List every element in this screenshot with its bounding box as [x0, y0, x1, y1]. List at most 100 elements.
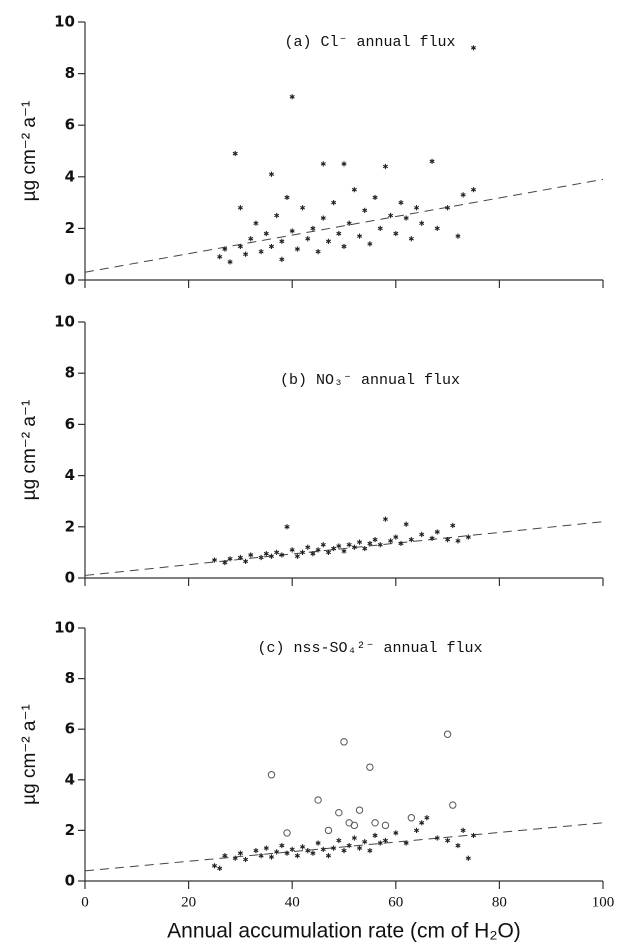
point — [237, 850, 243, 856]
point — [377, 840, 383, 846]
point — [382, 163, 388, 170]
point — [419, 531, 425, 538]
point — [341, 243, 347, 250]
point — [434, 225, 440, 231]
point — [248, 552, 254, 558]
point — [237, 554, 243, 561]
point — [243, 856, 249, 863]
point — [335, 808, 343, 817]
y-tick-label: 2 — [65, 821, 75, 839]
point — [279, 842, 285, 849]
x-tick-label: 80 — [492, 894, 507, 910]
point — [340, 738, 348, 746]
point — [305, 544, 311, 550]
point — [449, 801, 457, 809]
point — [403, 840, 409, 846]
point — [289, 846, 295, 852]
point — [336, 837, 342, 844]
point — [294, 853, 300, 859]
point — [320, 846, 326, 852]
point — [300, 844, 306, 850]
point — [372, 194, 378, 201]
trend-line — [84, 178, 604, 273]
point — [310, 225, 316, 231]
y-tick-label: 0 — [65, 872, 75, 890]
point — [284, 850, 290, 856]
point — [331, 545, 337, 552]
point — [455, 842, 461, 849]
y-tick-label: 2 — [65, 517, 75, 535]
point — [429, 535, 435, 541]
x-tick-label: 60 — [388, 894, 403, 910]
point — [398, 540, 404, 547]
point — [362, 545, 368, 552]
point — [284, 194, 290, 201]
y-axis-label: µg cm⁻² a⁻¹ — [19, 704, 40, 805]
point — [232, 150, 238, 157]
point — [305, 236, 311, 242]
trend-line — [84, 822, 604, 872]
point — [227, 259, 233, 265]
point — [445, 205, 451, 211]
panel-title: (b) NO₃⁻ annual flux — [280, 372, 460, 389]
point — [320, 542, 326, 548]
point — [455, 233, 461, 239]
point — [315, 547, 321, 553]
point — [314, 796, 322, 804]
point — [300, 205, 306, 211]
point — [289, 94, 295, 100]
point — [274, 549, 280, 555]
point — [274, 849, 280, 855]
y-tick-label: 2 — [65, 219, 75, 237]
point — [403, 521, 409, 527]
point — [258, 853, 264, 859]
point — [336, 230, 342, 237]
x-tick-label: 0 — [81, 894, 89, 910]
point — [294, 246, 300, 252]
point — [351, 544, 357, 550]
point — [222, 560, 228, 566]
point — [366, 763, 374, 771]
point — [443, 730, 452, 738]
y-tick-label: 10 — [54, 13, 75, 31]
point — [263, 551, 269, 557]
point — [243, 558, 249, 564]
point — [346, 220, 352, 226]
point — [393, 830, 399, 836]
point — [294, 553, 300, 559]
point — [283, 829, 291, 837]
y-tick-label: 0 — [65, 569, 75, 587]
point — [381, 821, 390, 830]
point — [465, 855, 471, 861]
point — [211, 557, 218, 563]
panel-title: (a) Cl⁻ annual flux — [284, 34, 455, 51]
point — [267, 771, 276, 779]
point — [362, 839, 368, 845]
point — [331, 845, 337, 851]
point — [407, 814, 416, 822]
y-axis-label: µg cm⁻² a⁻¹ — [19, 400, 40, 501]
y-tick-label: 10 — [54, 619, 75, 637]
point — [211, 863, 218, 869]
point — [382, 516, 388, 522]
point — [367, 241, 373, 247]
y-tick-label: 6 — [65, 415, 75, 433]
point — [324, 826, 333, 835]
point — [336, 543, 342, 549]
point — [310, 850, 316, 856]
point — [357, 845, 363, 851]
point — [248, 236, 254, 242]
point — [372, 832, 378, 839]
point — [419, 220, 425, 226]
point — [434, 529, 440, 535]
point — [300, 549, 306, 555]
point — [445, 537, 451, 543]
y-axis-label: µg cm⁻² a⁻¹ — [19, 101, 40, 202]
point — [268, 553, 275, 559]
point — [367, 848, 373, 854]
y-tick-label: 8 — [65, 669, 75, 687]
x-axis-label: Annual accumulation rate (cm of H₂O) — [167, 920, 521, 943]
point — [315, 840, 321, 846]
point — [357, 539, 363, 545]
point — [284, 524, 290, 530]
